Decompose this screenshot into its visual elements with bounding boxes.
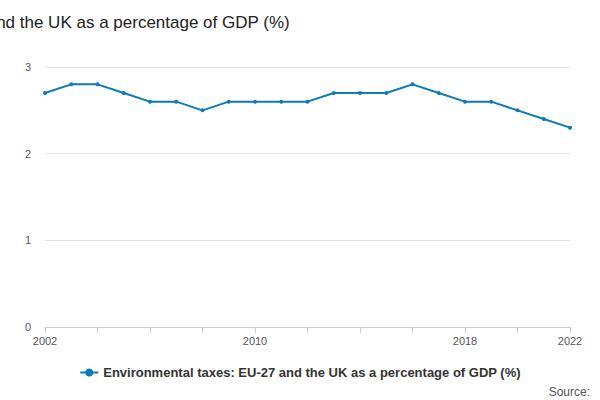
svg-text:Environmental taxes: EU-27 and: Environmental taxes: EU-27 and the UK as… [0, 13, 290, 32]
svg-text:3: 3 [25, 61, 31, 73]
svg-text:0: 0 [25, 321, 31, 333]
svg-text:Source:: Source: [549, 385, 590, 399]
svg-text:2022: 2022 [558, 335, 582, 347]
svg-text:2: 2 [25, 148, 31, 160]
svg-text:2010: 2010 [243, 335, 267, 347]
svg-text:2018: 2018 [453, 335, 477, 347]
svg-text:1: 1 [25, 234, 31, 246]
svg-text:2002: 2002 [33, 335, 57, 347]
svg-text:Environmental taxes: EU-27 and: Environmental taxes: EU-27 and the UK as… [103, 365, 520, 380]
